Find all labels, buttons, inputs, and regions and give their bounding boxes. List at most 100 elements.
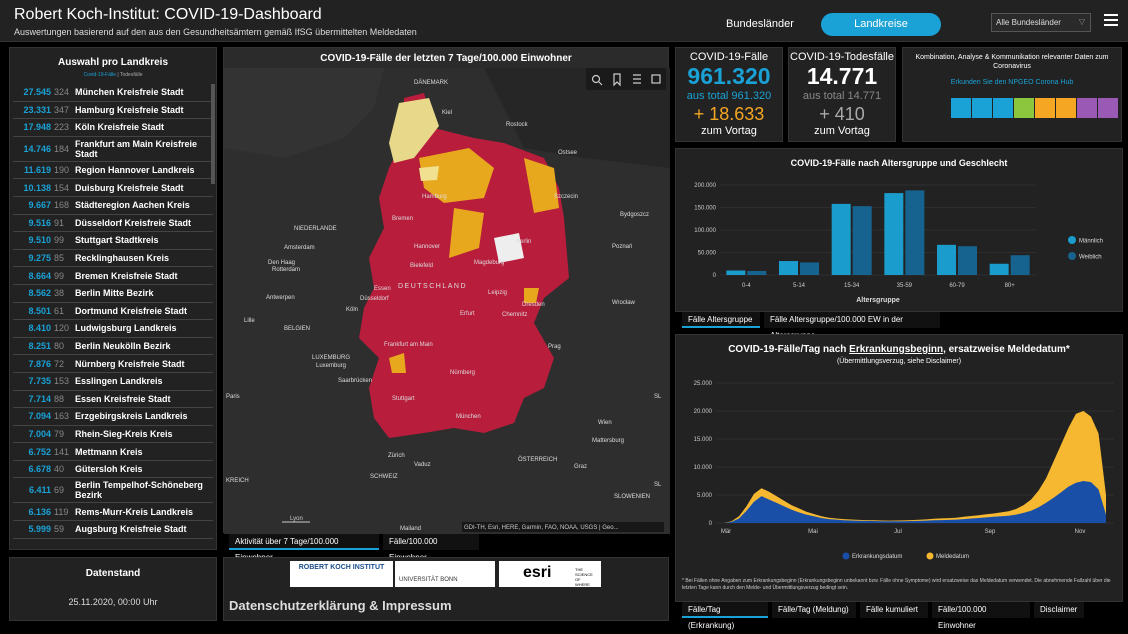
npgeo-app-icon[interactable] bbox=[1014, 98, 1034, 118]
tab-faelle-100k[interactable]: Fälle/100.000 Einwohner bbox=[383, 534, 479, 562]
age-bar[interactable] bbox=[937, 244, 956, 275]
list-item-cases: 7.735 bbox=[28, 376, 51, 387]
x-axis-label: Altersgruppe bbox=[856, 297, 900, 304]
list-item-cases: 8.664 bbox=[28, 270, 51, 281]
map-label-bremen: Bremen bbox=[392, 216, 413, 222]
landkreis-list[interactable]: 27.545 324 München Kreisfreie Stadt 23.331 3… bbox=[13, 84, 213, 548]
age-bar[interactable] bbox=[905, 190, 925, 275]
map-panel[interactable]: COVID-19-Fälle der letzten 7 Tage/100.00… bbox=[223, 47, 670, 534]
germany-map[interactable]: DÄNEMARK Ostsee Kiel Rostock Hamburg Bre… bbox=[224, 48, 670, 534]
bundeslaender-button[interactable]: Bundesländer bbox=[726, 18, 794, 30]
age-bar[interactable] bbox=[747, 270, 767, 275]
npgeo-app-icon[interactable] bbox=[951, 98, 971, 118]
list-item-name: Esslingen Landkreis bbox=[75, 376, 163, 387]
menu-icon[interactable] bbox=[1104, 14, 1118, 26]
map-label-bydgoszcz: Bydgoszcz bbox=[620, 212, 649, 218]
age-bar[interactable] bbox=[1010, 255, 1030, 275]
list-item[interactable]: 8.562 38 Berlin Mitte Bezirk bbox=[13, 285, 213, 303]
list-item[interactable]: 27.545 324 München Kreisfreie Stadt bbox=[13, 84, 213, 102]
page-title: Robert Koch-Institut: COVID-19-Dashboard bbox=[14, 6, 322, 23]
list-item[interactable]: 5.999 59 Augsburg Kreisfreie Stadt bbox=[13, 521, 213, 539]
map-label-dresden: Dresden bbox=[522, 302, 545, 308]
list-item[interactable]: 14.746 184 Frankfurt am Main Kreisfreie St… bbox=[13, 137, 213, 162]
map-label-hannover: Hannover bbox=[414, 244, 440, 250]
esri-tag-line-4: WHERE bbox=[575, 582, 590, 587]
map-attribution: GDI-TH, Esri, HERE, Garmin, FAO, NOAA, U… bbox=[464, 525, 619, 531]
age-bar[interactable] bbox=[800, 262, 819, 275]
list-item[interactable]: 9.275 85 Recklinghausen Kreis bbox=[13, 250, 213, 268]
list-item-cases: 23.331 bbox=[23, 104, 51, 115]
npgeo-app-icon[interactable] bbox=[1098, 98, 1118, 118]
list-item[interactable]: 9.510 99 Stuttgart Stadtkreis bbox=[13, 232, 213, 250]
daily-tab[interactable]: Disclaimer bbox=[1034, 602, 1084, 618]
header: Robert Koch-Institut: COVID-19-Dashboard… bbox=[0, 0, 1128, 42]
bundesland-select[interactable]: Alle Bundesländer ▽ bbox=[991, 13, 1091, 32]
daily-tab[interactable]: Fälle/Tag (Erkrankung) bbox=[682, 602, 768, 630]
tab-aktivitaet[interactable]: Aktivität über 7 Tage/100.000 Einwohner bbox=[229, 534, 379, 562]
imprint-link[interactable]: Datenschutzerklärung & Impressum bbox=[229, 598, 452, 613]
list-item[interactable]: 10.138 154 Duisburg Kreisfreie Stadt bbox=[13, 179, 213, 197]
uni-bonn-logo[interactable]: UNIVERSITÄT BONN bbox=[395, 561, 495, 587]
y-tick-label: 15.000 bbox=[694, 437, 713, 443]
list-item[interactable]: 8.501 61 Dortmund Kreisfreie Stadt bbox=[13, 303, 213, 321]
tab-faelle-altersgruppe-100k[interactable]: Fälle Altersgruppe/100.000 EW in der Alt… bbox=[764, 312, 940, 340]
list-item-cases: 11.619 bbox=[23, 165, 51, 176]
list-item[interactable]: 9.667 168 Städteregion Aachen Kreis bbox=[13, 197, 213, 215]
npgeo-app-icon[interactable] bbox=[1035, 98, 1055, 118]
map-label-saarbruecken: Saarbrücken bbox=[338, 378, 372, 384]
npgeo-link[interactable]: Erkunden Sie den NPGEO Corona Hub bbox=[950, 79, 1074, 86]
list-item-cases: 6.752 bbox=[28, 446, 51, 457]
npgeo-app-icon[interactable] bbox=[972, 98, 992, 118]
x-tick-label: Nov bbox=[1075, 529, 1086, 535]
npgeo-app-icon[interactable] bbox=[1056, 98, 1076, 118]
map-label-chemnitz: Chemnitz bbox=[502, 312, 527, 318]
list-scrollbar[interactable] bbox=[211, 84, 215, 184]
npgeo-app-icon[interactable] bbox=[1077, 98, 1097, 118]
daily-tab[interactable]: Fälle kumuliert bbox=[860, 602, 928, 618]
map-label-luxemburg: Luxemburg bbox=[316, 363, 346, 369]
list-item[interactable]: 23.331 347 Hamburg Kreisfreie Stadt bbox=[13, 102, 213, 120]
list-item-deaths: 190 bbox=[54, 165, 70, 176]
npgeo-app-icon[interactable] bbox=[993, 98, 1013, 118]
list-item[interactable]: 6.678 40 Gütersloh Kreis bbox=[13, 461, 213, 479]
list-item-cases: 9.510 bbox=[28, 235, 51, 246]
list-item[interactable]: 7.004 79 Rhein-Sieg-Kreis Kreis bbox=[13, 426, 213, 444]
tab-faelle-altersgruppe[interactable]: Fälle Altersgruppe bbox=[682, 312, 760, 328]
age-bar[interactable] bbox=[831, 203, 851, 275]
list-item-cases: 9.516 bbox=[28, 217, 51, 228]
list-item[interactable]: 9.516 91 Düsseldorf Kreisfreie Stadt bbox=[13, 215, 213, 233]
list-item[interactable]: 6.136 119 Rems-Murr-Kreis Landkreis bbox=[13, 503, 213, 522]
daily-tab[interactable]: Fälle/Tag (Meldung) bbox=[772, 602, 856, 618]
age-bar[interactable] bbox=[852, 206, 872, 275]
germany-shape bbox=[359, 93, 569, 438]
age-bar[interactable] bbox=[884, 193, 904, 275]
daily-title-link[interactable]: Erkrankungsbeginn bbox=[849, 344, 944, 355]
landkreis-list-subtitle: Covid-19-Fälle | Todesfälle bbox=[10, 72, 216, 78]
list-item[interactable]: 11.619 190 Region Hannover Landkreis bbox=[13, 162, 213, 180]
age-bar[interactable] bbox=[958, 246, 977, 275]
esri-tag-line-2: SCIENCE bbox=[575, 572, 593, 577]
list-item[interactable]: 7.876 72 Nürnberg Kreisfreie Stadt bbox=[13, 355, 213, 373]
list-item[interactable]: 6.752 141 Mettmann Kreis bbox=[13, 443, 213, 461]
age-bar[interactable] bbox=[989, 263, 1009, 275]
list-item[interactable]: 7.094 163 Erzgebirgskreis Landkreis bbox=[13, 408, 213, 426]
map-label-zuerich: Zürich bbox=[388, 453, 405, 459]
list-item-name: Dortmund Kreisfreie Stadt bbox=[75, 305, 188, 316]
daily-tab[interactable]: Fälle/100.000 Einwohner bbox=[932, 602, 1030, 630]
list-item-deaths: 153 bbox=[54, 376, 70, 387]
daily-title-pre: COVID-19-Fälle/Tag nach bbox=[728, 344, 850, 355]
list-item[interactable]: 7.714 88 Essen Kreisfreie Stadt bbox=[13, 391, 213, 409]
list-item[interactable]: 6.411 69 Berlin Tempelhof-Schöneberg Bezir… bbox=[13, 478, 213, 504]
map-label-kiel: Kiel bbox=[442, 110, 452, 116]
daily-chart-subtitle: (Übermittlungsverzug, siehe Disclaimer) bbox=[836, 358, 962, 365]
landkreise-button[interactable]: Landkreise bbox=[821, 13, 941, 36]
list-item[interactable]: 17.948 223 Köln Kreisfreie Stadt bbox=[13, 119, 213, 137]
esri-logo[interactable]: esri THE SCIENCE OF WHERE bbox=[499, 561, 601, 587]
list-item[interactable]: 8.664 99 Bremen Kreisfreie Stadt bbox=[13, 267, 213, 285]
age-bar[interactable] bbox=[779, 261, 798, 275]
list-item[interactable]: 8.251 80 Berlin Neukölln Bezirk bbox=[13, 338, 213, 356]
age-bar[interactable] bbox=[726, 270, 746, 276]
list-item[interactable]: 8.410 120 Ludwigsburg Landkreis bbox=[13, 320, 213, 338]
rki-logo[interactable]: ROBERT KOCH INSTITUT bbox=[290, 561, 393, 587]
list-item[interactable]: 7.735 153 Esslingen Landkreis bbox=[13, 373, 213, 391]
